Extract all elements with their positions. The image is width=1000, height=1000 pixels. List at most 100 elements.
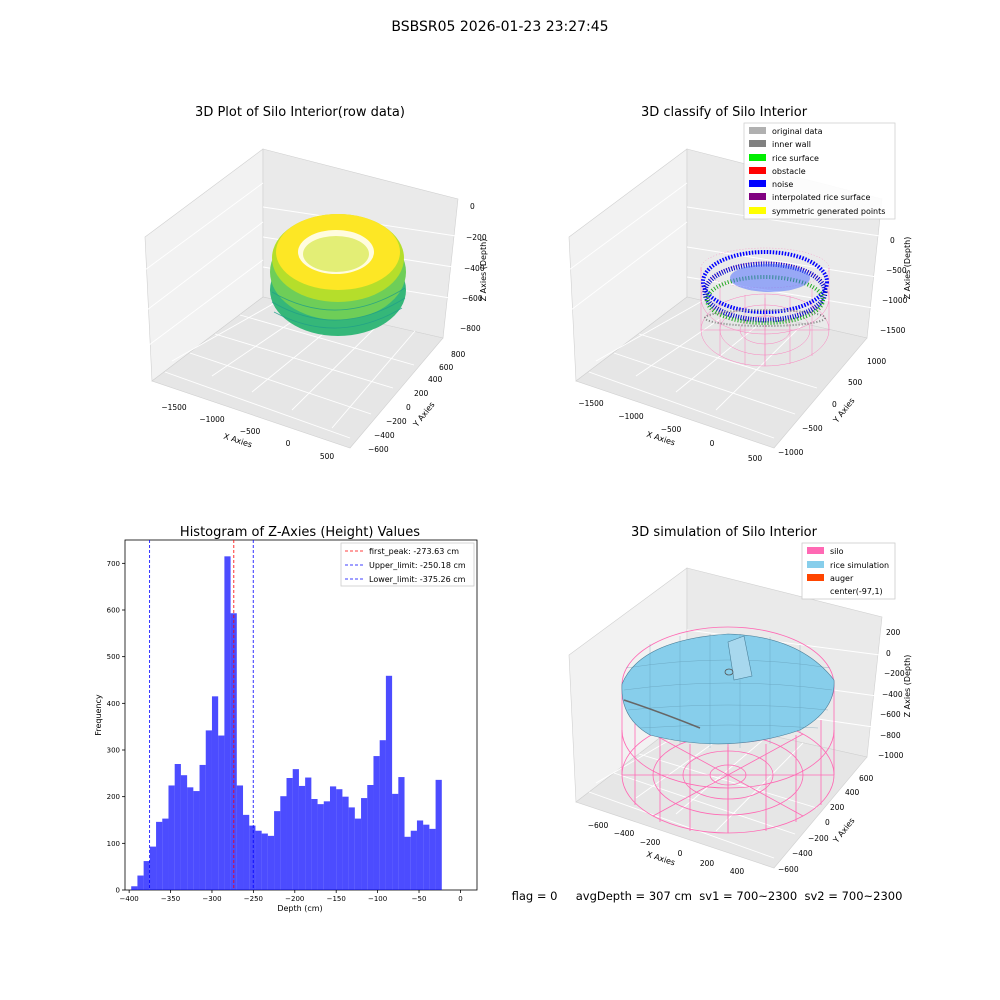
y-tick-label: 800 [451, 350, 466, 359]
histogram-bar [305, 777, 312, 890]
x-tick-label: −200 [640, 838, 661, 847]
legend-label: interpolated rice surface [772, 193, 870, 202]
z-tick-label: −600 [462, 294, 483, 303]
x-tick-label: −600 [588, 821, 609, 830]
y-tick-label: 400 [107, 700, 120, 708]
histogram-bar [361, 798, 368, 890]
legend-label: silo [830, 547, 844, 556]
y-tick-label: 700 [107, 560, 120, 568]
z-tick-label: −200 [884, 669, 905, 678]
histogram-bar [180, 775, 188, 890]
y-tick-label: 200 [830, 803, 845, 812]
y-tick-label: 600 [439, 363, 454, 372]
x-tick-label: −1000 [199, 415, 225, 424]
y-tick-label: −400 [792, 849, 813, 858]
histogram-bar [162, 818, 169, 890]
legend-box [340, 542, 475, 587]
rice-surface-points [730, 264, 810, 292]
histogram-bar [398, 777, 405, 890]
x-tick-label: −400 [614, 829, 635, 838]
histogram-bar [404, 836, 411, 890]
histogram-bar [218, 735, 225, 890]
panel-title: 3D Plot of Silo Interior(row data) [195, 105, 405, 120]
histogram-bar [435, 779, 442, 890]
legend-label: auger [830, 574, 854, 583]
legend-swatch [749, 127, 766, 134]
histogram-bar [193, 791, 200, 890]
histogram-bar [286, 778, 293, 890]
y-tick-label: −200 [386, 417, 407, 426]
histogram-bar [329, 786, 337, 890]
histogram-bar [199, 764, 206, 890]
histogram-bar [392, 793, 399, 890]
noise-points [702, 261, 828, 323]
z-tick-label: 200 [886, 628, 901, 637]
y-tick-label: 1000 [867, 357, 886, 366]
x-tick-label: 500 [320, 452, 335, 461]
histogram-bar [261, 833, 268, 890]
legend-label: noise [772, 180, 793, 189]
histogram-bar [429, 828, 436, 890]
legend-label: obstacle [772, 167, 806, 176]
y-tick-label: 200 [107, 793, 120, 801]
histogram-bar [236, 785, 244, 890]
z-tick-label: −800 [880, 731, 901, 740]
histogram-bar [348, 807, 355, 890]
x-tick-label: 400 [730, 867, 745, 876]
y-tick-label: 500 [848, 378, 863, 387]
legend-label: inner wall [772, 140, 811, 149]
histogram-bar [249, 825, 256, 890]
legend-label: first_peak: -273.63 cm [369, 547, 459, 556]
y-tick-label: −400 [374, 431, 395, 440]
histogram-bar [211, 696, 219, 890]
histogram-bar [174, 764, 181, 890]
x-axis-label: Depth (cm) [277, 904, 322, 913]
x-tick-label: −400 [120, 895, 139, 903]
y-tick-label: −600 [368, 445, 389, 454]
y-tick-label: 0 [406, 403, 411, 412]
histogram-bar [267, 835, 275, 890]
histogram-bars [131, 556, 442, 890]
x-tick-label: −1500 [161, 403, 187, 412]
x-tick-label: −1000 [618, 412, 644, 421]
histogram-bar [205, 730, 212, 890]
histogram-bar [336, 789, 343, 890]
x-tick-label: 200 [700, 859, 715, 868]
z-tick-label: −500 [886, 266, 907, 275]
z-tick-label: 0 [890, 236, 895, 245]
y-tick-label: 0 [116, 887, 120, 895]
z-tick-label: 0 [886, 649, 891, 658]
z-tick-label: −1000 [878, 751, 904, 760]
y-tick-label: 600 [107, 607, 120, 615]
x-tick-label: −200 [285, 895, 304, 903]
silo-wireframe [700, 247, 830, 367]
histogram-bar [354, 818, 362, 890]
z-tick-label: −400 [882, 690, 903, 699]
legend-swatch [807, 574, 824, 581]
legend-swatch [749, 167, 766, 174]
legend: first_peak: -273.63 cm Upper_limit: -250… [340, 542, 475, 587]
panel-classify: 3D classify of Silo Interior [568, 105, 912, 463]
x-tick-label: −50 [412, 895, 427, 903]
x-tick-label: −500 [661, 425, 682, 434]
x-tick-label: −500 [240, 427, 261, 436]
x-axis-label: X Axies [645, 850, 676, 868]
panel-title: 3D simulation of Silo Interior [631, 525, 818, 540]
pane-floor [575, 296, 868, 449]
z-tick-label: −400 [464, 264, 485, 273]
rice-surface-peak [727, 635, 753, 681]
legend-swatch [749, 207, 766, 214]
histogram-bar [373, 756, 380, 890]
legend: silo rice simulation auger center(-97,1) [801, 542, 896, 600]
panel-histogram: Histogram of Z-Axies (Height) Values −40… [94, 525, 478, 913]
z-axis-label: Z Axies (Depth) [903, 237, 912, 300]
legend-label: symmetric generated points [772, 207, 885, 216]
y-tick-label: 600 [859, 774, 874, 783]
histogram-bar [187, 787, 194, 890]
panel-raw-data: 3D Plot of Silo Interior(row data) [144, 105, 488, 461]
y-tick-label: 200 [414, 389, 429, 398]
y-axis-label: Frequency [94, 694, 103, 736]
pane-floor [151, 296, 444, 449]
legend-label: Lower_limit: -375.26 cm [369, 575, 466, 584]
